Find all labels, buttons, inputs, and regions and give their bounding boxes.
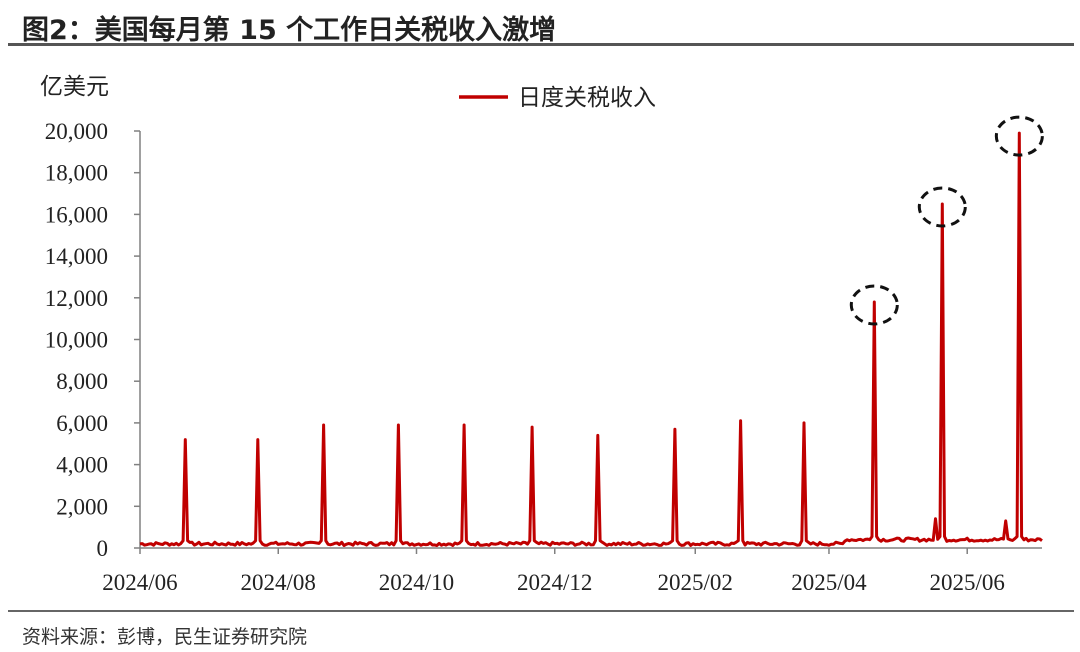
y-tick-label: 6,000	[56, 411, 108, 436]
highlight-circle	[994, 115, 1044, 157]
x-tick-label: 2024/10	[379, 570, 454, 595]
x-tick-label: 2024/08	[241, 570, 316, 595]
x-tick-label: 2024/12	[517, 570, 592, 595]
y-tick-label: 18,000	[45, 161, 108, 186]
tariff-revenue-chart: 亿美元 日度关税收入 20,000 18,000 16,000 14,000 12,00…	[40, 74, 1044, 595]
legend: 日度关税收入	[459, 85, 656, 111]
axes	[134, 130, 1042, 554]
x-tick-label: 2025/06	[930, 570, 1005, 595]
y-tick-label: 16,000	[45, 202, 108, 227]
source-note: 资料来源：彭博，民生证券研究院	[22, 626, 308, 648]
figure-title: 图2：美国每月第 15 个工作日关税收入激增	[22, 15, 557, 46]
highlight-circle	[849, 284, 899, 326]
y-tick-label: 0	[97, 536, 109, 561]
y-unit-label: 亿美元	[40, 74, 109, 100]
x-tick-label: 2025/02	[658, 570, 733, 595]
y-tick-label: 2,000	[56, 494, 108, 519]
x-tick-label: 2024/06	[102, 570, 177, 595]
title-underline	[8, 43, 1074, 46]
x-tick-labels: 2024/06 2024/08 2024/10 2024/12 2025/02 2025/…	[102, 570, 1005, 595]
footer-rule	[8, 610, 1074, 612]
series-line-daily-tariff	[139, 131, 1043, 547]
spike-highlights	[849, 115, 1044, 326]
y-tick-label: 20,000	[45, 119, 108, 144]
y-tick-label: 12,000	[45, 286, 108, 311]
y-tick-label: 14,000	[45, 244, 108, 269]
x-tick-label: 2025/04	[791, 570, 867, 595]
y-tick-labels: 20,000 18,000 16,000 14,000 12,000 10,000 8,00…	[45, 119, 108, 561]
y-tick-label: 10,000	[45, 328, 108, 353]
y-tick-label: 4,000	[56, 453, 108, 478]
legend-label: 日度关税收入	[518, 85, 656, 111]
y-tick-label: 8,000	[56, 369, 108, 394]
highlight-circle	[917, 186, 967, 228]
